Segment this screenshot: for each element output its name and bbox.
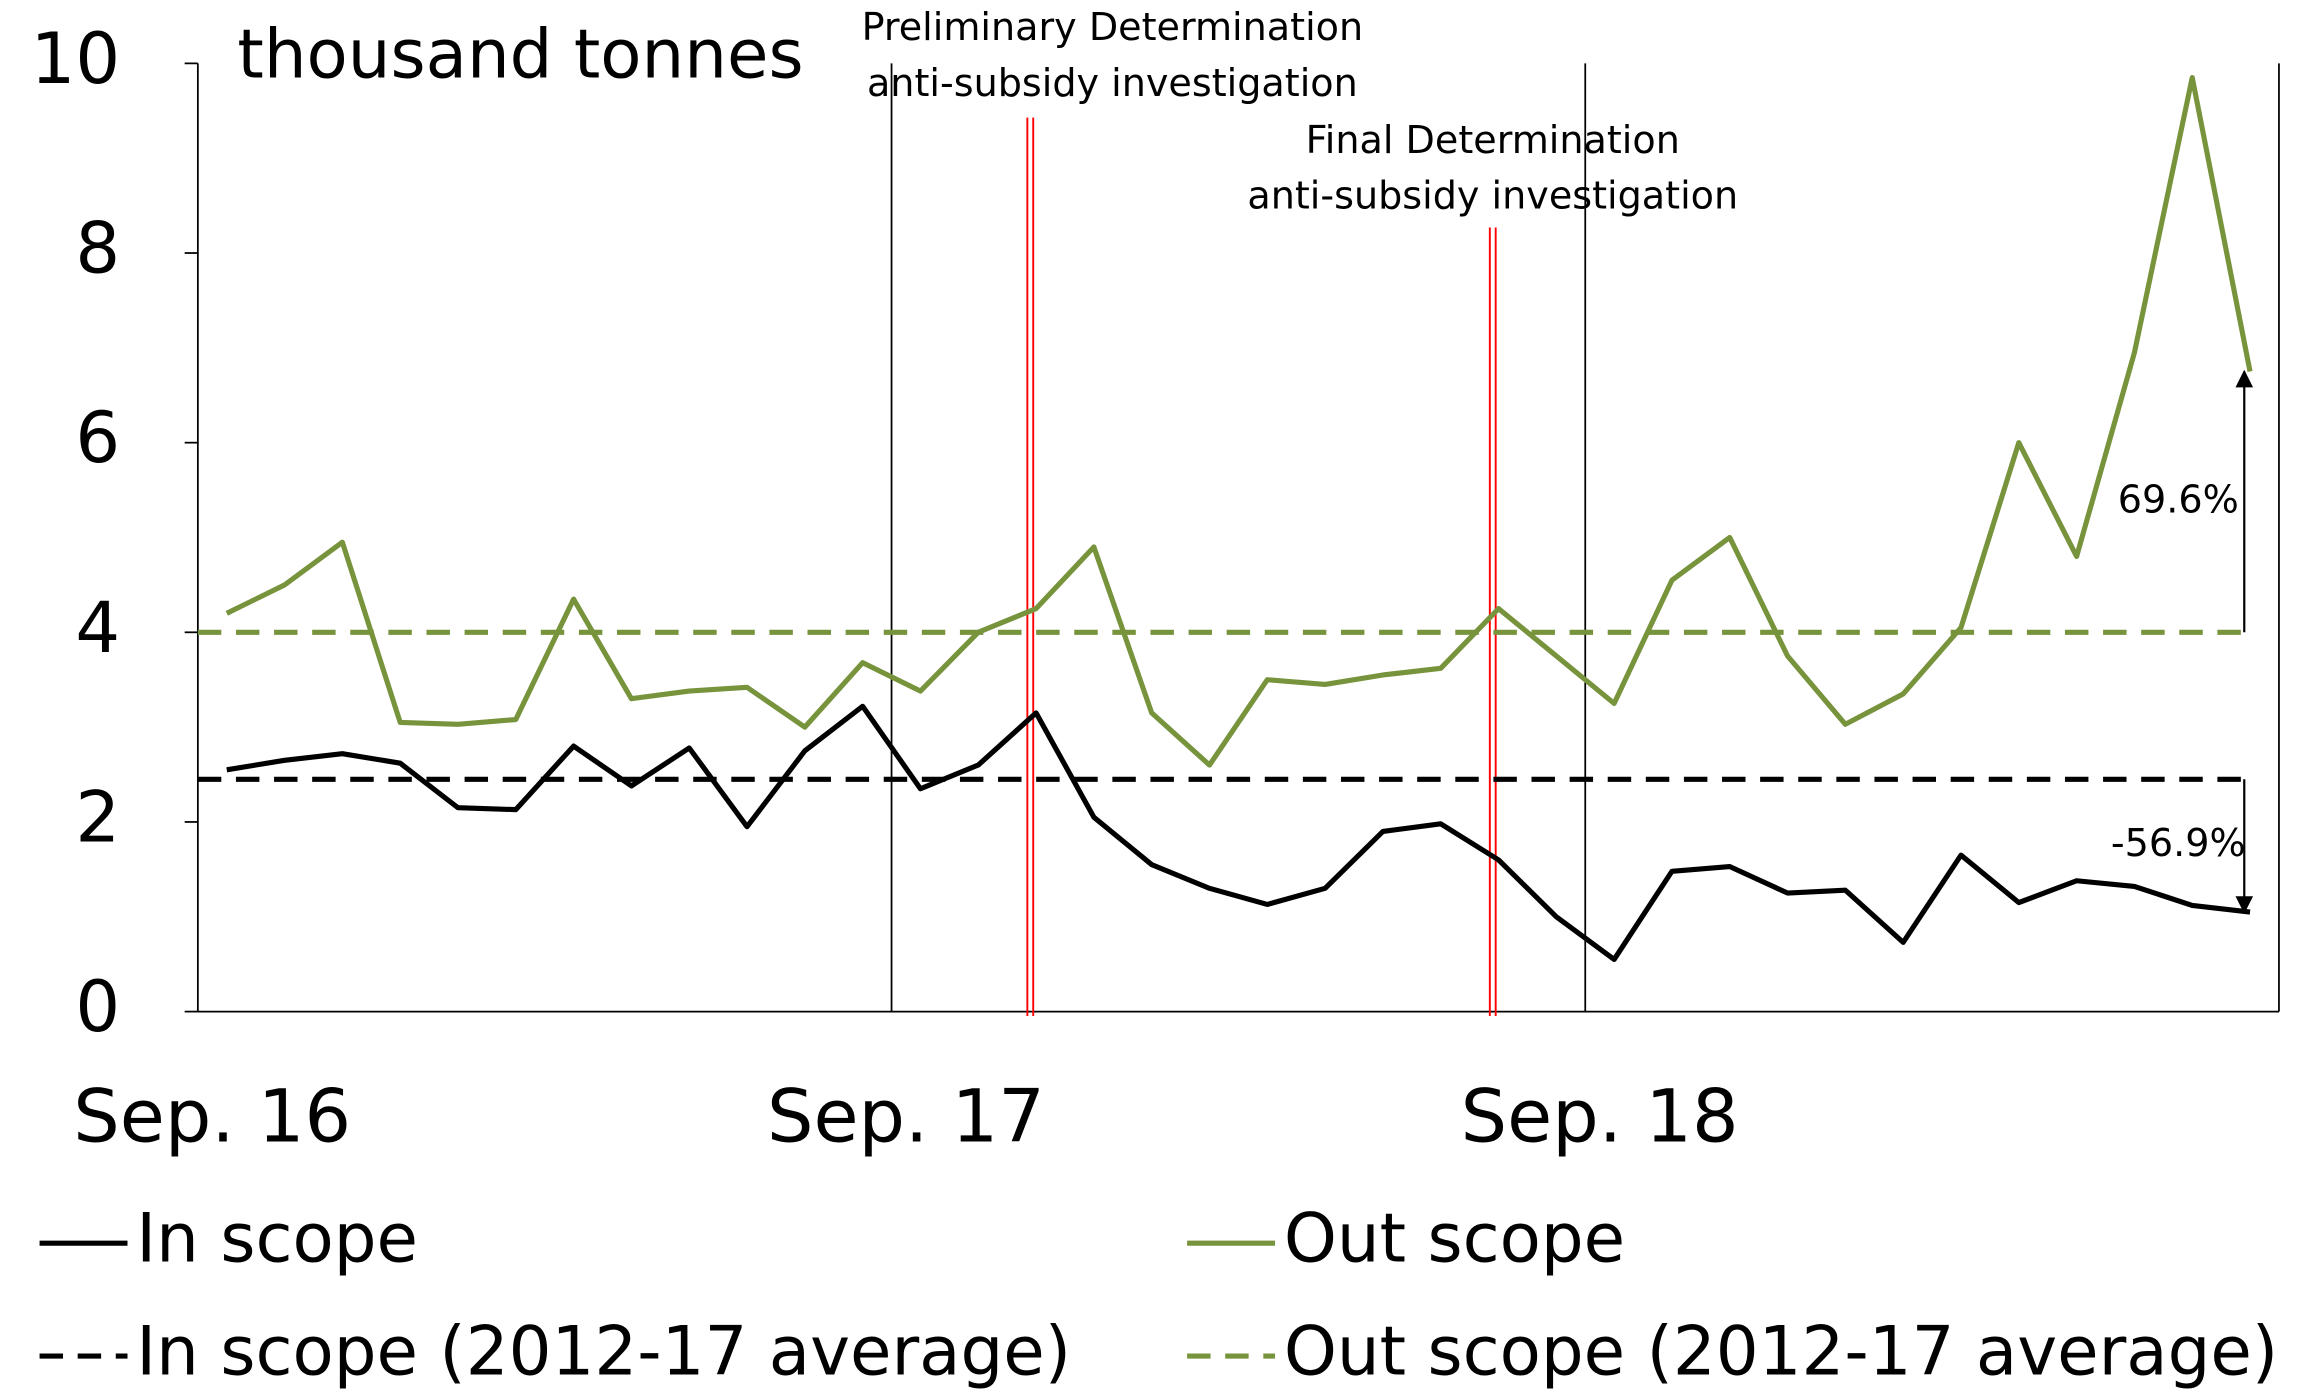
event-label: anti-subsidy investigation [867, 61, 1358, 105]
event-label: anti-subsidy investigation [1247, 174, 1738, 218]
y-tick-label: 4 [75, 587, 120, 669]
legend-label: In scope [136, 1199, 418, 1278]
legend-label: In scope (2012-17 average) [136, 1312, 1071, 1391]
legend-label: Out scope [1284, 1199, 1625, 1278]
change-label: -56.9% [2111, 821, 2246, 865]
y-tick-label: 8 [75, 208, 120, 290]
event-label: Preliminary Determination [862, 5, 1364, 49]
y-tick-label: 2 [75, 776, 120, 858]
y-tick-label: 10 [31, 18, 120, 100]
x-tick-label: Sep. 18 [1461, 1075, 1739, 1160]
series-line [225, 75, 2253, 768]
y-tick-label: 6 [75, 397, 120, 479]
x-tick-label: Sep. 16 [73, 1075, 351, 1160]
y-tick-label: 0 [75, 966, 120, 1048]
x-tick-label: Sep. 17 [767, 1075, 1045, 1160]
y-axis-label: thousand tonnes [237, 15, 803, 94]
legend-label: Out scope (2012-17 average) [1284, 1312, 2278, 1391]
series-line [226, 703, 2251, 963]
event-label: Final Determination [1306, 118, 1680, 162]
change-label: 69.6% [2118, 477, 2239, 521]
